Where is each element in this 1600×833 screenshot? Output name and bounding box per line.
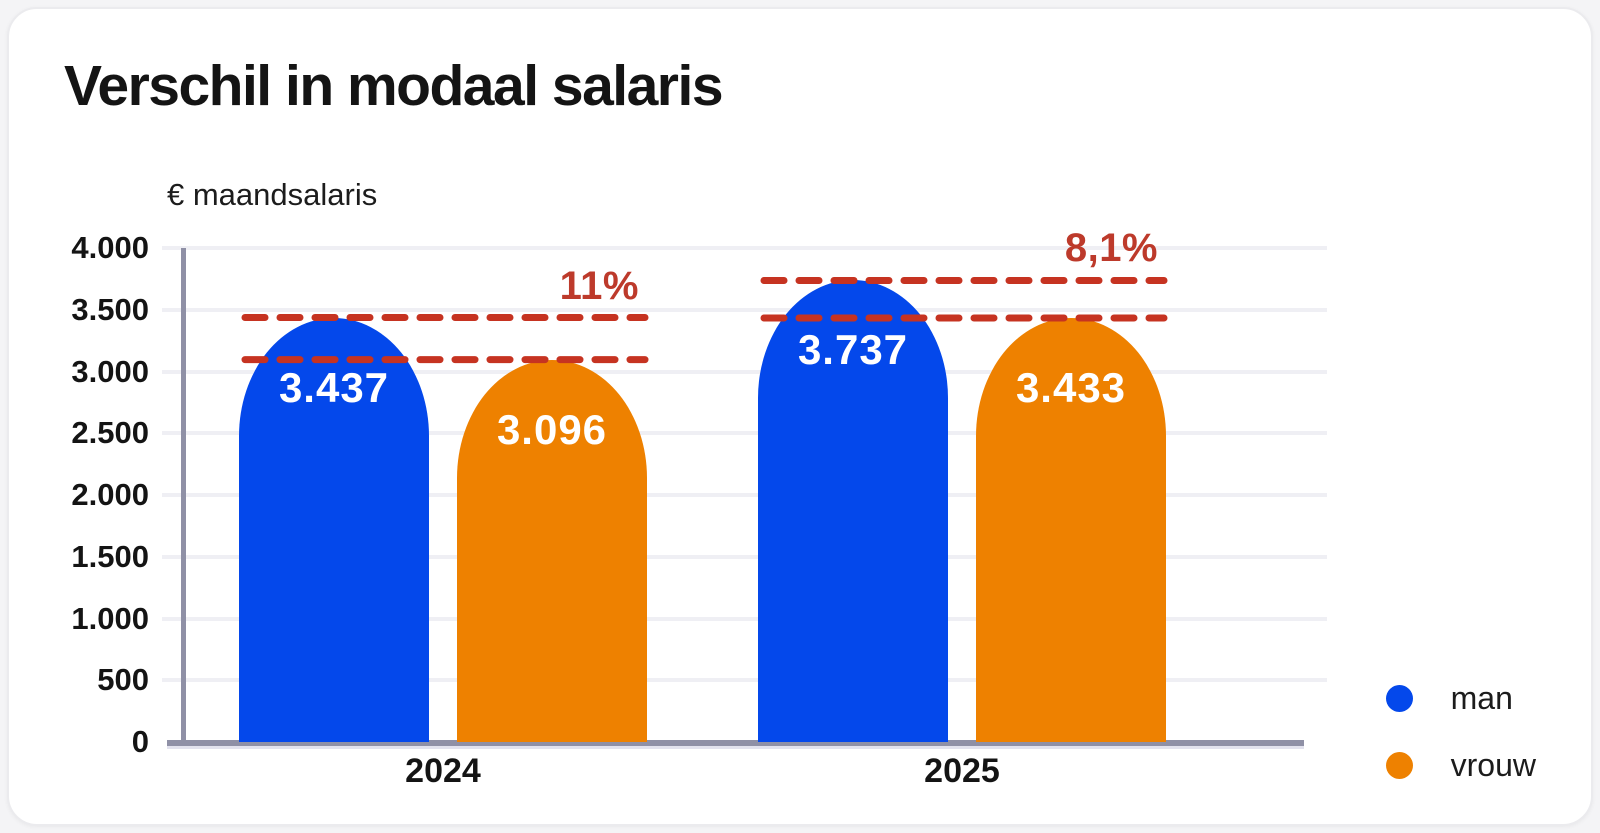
gridline-1.000 <box>162 616 1327 621</box>
y-tick-label-2.500: 2.500 <box>71 415 149 451</box>
bar-value-label: 3.433 <box>1015 364 1127 412</box>
legend: man vrouw <box>1385 650 1536 784</box>
bar-vrouw-2024: 3.096 <box>457 359 647 742</box>
gridline-3.500 <box>162 307 1327 312</box>
gridline-1.500 <box>162 554 1327 559</box>
legend-item-vrouw: vrouw <box>1385 747 1536 784</box>
x-axis-underline <box>167 746 1304 749</box>
chart-card: Verschil in modaal salaris € maandsalari… <box>7 7 1593 826</box>
legend-vrouw-label: vrouw <box>1450 747 1536 783</box>
x-tick-label-2024: 2024 <box>405 752 481 790</box>
gridline-2.500 <box>162 431 1327 436</box>
y-tick-label-2.000: 2.000 <box>71 477 149 512</box>
bar-value-label: 3.096 <box>496 405 608 453</box>
gridline-3.000 <box>162 369 1327 374</box>
plot-area: 0 500 1.000 1.500 2.000 2.500 3.000 3.500 4.000 3… <box>9 9 1591 824</box>
y-tick-label-500: 500 <box>97 662 149 698</box>
y-tick-label-0: 0 <box>131 724 149 759</box>
bar-vrouw-2025: 3.433 <box>976 318 1166 742</box>
legend-vrouw-swatch <box>1385 752 1413 779</box>
y-tick-label-1.000: 1.000 <box>71 600 149 636</box>
chart-title: Verschil in modaal salaris <box>64 54 724 118</box>
legend-man-label: man <box>1450 680 1513 716</box>
bar-man-2025: 3.737 <box>758 280 948 742</box>
gridline-500 <box>162 678 1327 683</box>
y-tick-label-3.500: 3.500 <box>71 291 149 327</box>
legend-item-man: man <box>1385 680 1536 717</box>
y-tick-label-4.000: 4.000 <box>71 230 149 265</box>
y-axis-line <box>181 248 186 742</box>
gap-percent-label-2024: 11% <box>559 263 639 308</box>
bar-value-label: 3.737 <box>797 326 909 374</box>
y-axis-label: € maandsalaris <box>167 177 378 212</box>
bar-man-2024: 3.437 <box>239 317 429 742</box>
x-tick-label-2025: 2025 <box>924 752 1000 790</box>
bar-value-label: 3.437 <box>278 363 390 411</box>
gap-percent-label-2025: 8,1% <box>1064 226 1158 271</box>
gridline-4.000 <box>162 246 1327 250</box>
y-tick-label-1.500: 1.500 <box>71 538 149 574</box>
x-axis-line <box>167 740 1304 746</box>
legend-man-swatch <box>1385 685 1413 712</box>
y-tick-label-3.000: 3.000 <box>71 353 149 389</box>
gridline-2.000 <box>162 493 1327 497</box>
